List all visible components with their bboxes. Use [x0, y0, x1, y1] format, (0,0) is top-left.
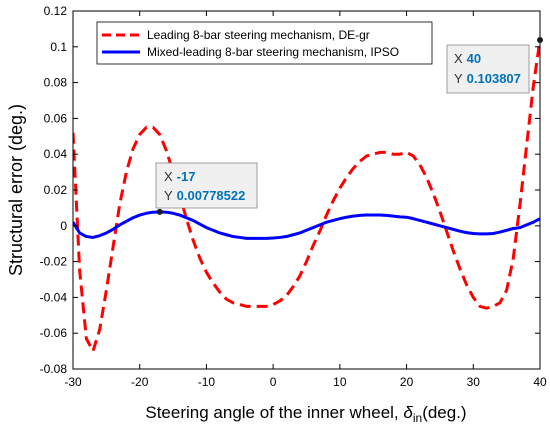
y-tick-label: 0.02: [44, 183, 68, 197]
datatip-2-y-label: Y: [454, 71, 463, 86]
datatip-1-box: [155, 162, 258, 209]
y-tick-label: 0: [60, 219, 67, 233]
series-line-ipso: [73, 210, 540, 240]
y-tick-label: -0.02: [40, 255, 68, 269]
x-tick-label: -20: [131, 375, 149, 389]
y-tick-label: 0.12: [44, 4, 68, 18]
datatip-2-x-row: X 40: [454, 51, 481, 66]
y-tick-label: -0.06: [40, 326, 68, 340]
datatip-2-y-value: 0.103807: [467, 71, 521, 86]
datatip-2-y-row: Y 0.103807: [454, 71, 521, 86]
x-tick-label: -10: [198, 375, 216, 389]
y-tick-label: 0.04: [44, 147, 68, 161]
legend-label-de-gr: Leading 8-bar steering mechanism, DE-gr: [147, 28, 370, 42]
datatip-markers: [156, 36, 543, 215]
datatip-2-x-label: X: [454, 51, 463, 66]
y-tick-label: 0.08: [44, 76, 68, 90]
x-tick-label: 40: [533, 375, 547, 389]
x-axis-title: Steering angle of the inner wheel, δin(d…: [145, 403, 466, 425]
datatip-1-y-value: 0.00778522: [177, 188, 246, 203]
datatip-marker-1: [156, 208, 163, 215]
datatip-1[interactable]: X -17 Y 0.00778522: [155, 162, 258, 209]
x-tick-label: 0: [270, 375, 277, 389]
datatip-2-x-value: 40: [467, 51, 481, 66]
datatip-2[interactable]: X 40 Y 0.103807: [446, 44, 530, 94]
datatip-1-y-label: Y: [164, 188, 173, 203]
y-axis-ticks: -0.08 -0.06 -0.04 -0.02 0 0.02 0.04 0.06 0.08 0.1…: [40, 4, 540, 376]
datatip-1-x-value: -17: [177, 169, 196, 184]
datatip-1-y-row: Y 0.00778522: [164, 188, 245, 203]
x-axis-title-subscript: in: [413, 411, 422, 425]
y-tick-label: 0.06: [44, 111, 68, 125]
datatip-2-box: [446, 44, 530, 94]
datatip-marker-2: [537, 36, 543, 43]
y-axis-title: Structural error (deg.): [6, 104, 26, 276]
x-axis-title-main: Steering angle of the inner wheel,: [145, 403, 403, 422]
datatip-1-x-row: X -17: [164, 169, 195, 184]
datatip-1-x-label: X: [164, 169, 173, 184]
y-tick-label: -0.08: [40, 362, 68, 376]
series-layer: [73, 39, 540, 353]
x-axis-title-symbol: δ: [403, 403, 413, 422]
x-tick-label: 10: [333, 375, 347, 389]
y-tick-label: 0.1: [50, 40, 67, 54]
legend: Leading 8-bar steering mechanism, DE-gr …: [96, 21, 433, 65]
x-axis-title-unit: (deg.): [422, 403, 466, 422]
x-tick-label: -30: [64, 375, 82, 389]
x-axis-ticks: -30 -20 -10 0 10 20 30 40: [64, 11, 547, 389]
x-tick-label: 30: [467, 375, 481, 389]
legend-box: [96, 21, 433, 65]
legend-label-ipso: Mixed-leading 8-bar steering mechanism, …: [147, 45, 399, 59]
y-tick-label: -0.04: [40, 290, 68, 304]
series-line-de-gr: [73, 39, 540, 353]
x-tick-label: 20: [400, 375, 414, 389]
